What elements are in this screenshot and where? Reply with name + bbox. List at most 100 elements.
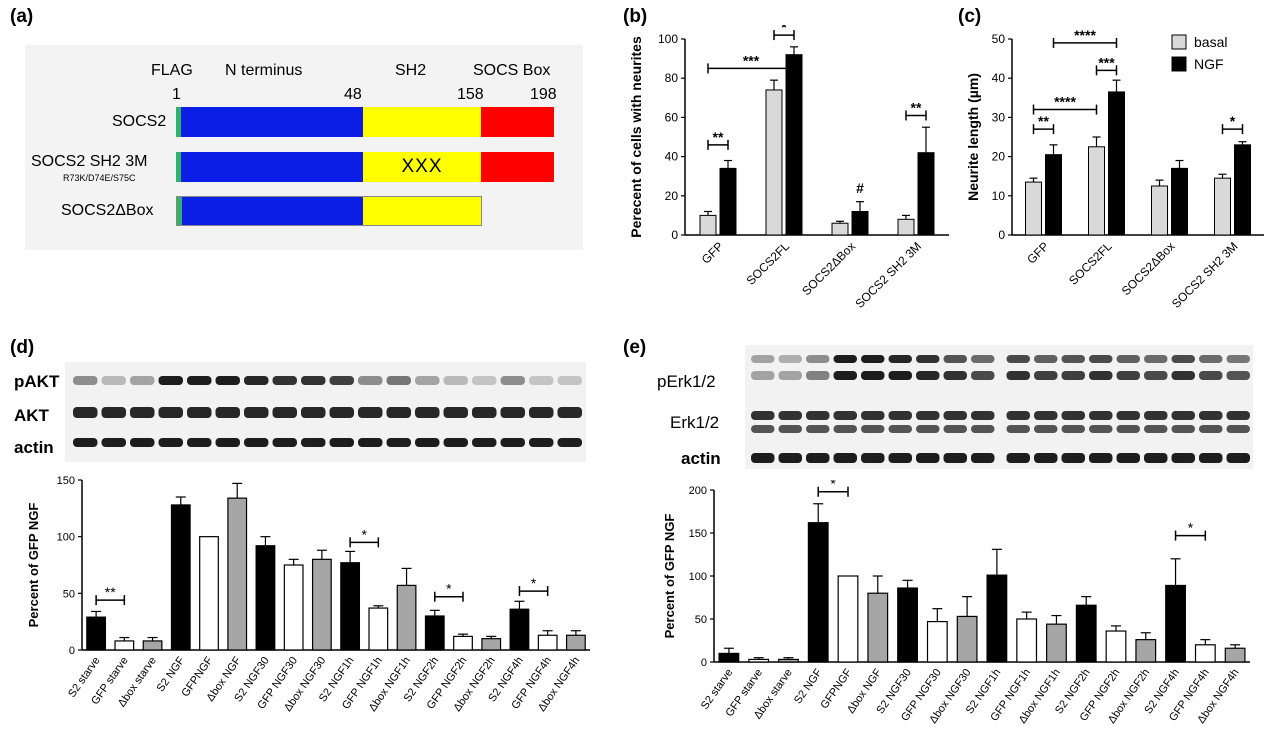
y-tick-label: 200	[689, 485, 707, 497]
n-terminus-label: N terminus	[225, 62, 303, 79]
blot-band	[130, 407, 155, 418]
bar-series0-3	[897, 218, 915, 236]
blot-band	[358, 407, 383, 418]
blot-band	[1171, 355, 1195, 363]
y-tick-label: 20	[665, 189, 679, 203]
blot-band	[888, 355, 912, 363]
flag-segment	[177, 197, 182, 225]
y-axis-label: Neurite length (µm)	[965, 73, 981, 201]
blot-band	[529, 376, 554, 385]
x-tick-label: GFP	[699, 239, 726, 266]
blot-band	[1144, 453, 1168, 463]
blot-band	[415, 438, 440, 447]
blot-band	[751, 371, 775, 380]
bar-17	[565, 634, 586, 651]
bar-3	[170, 504, 191, 651]
bar-15	[509, 608, 530, 651]
blot-band	[1226, 371, 1250, 380]
blot-band	[751, 411, 775, 420]
blot-band	[943, 453, 967, 463]
blot-band	[1089, 453, 1113, 463]
blot-band	[861, 453, 885, 463]
blot-band	[1116, 453, 1140, 463]
blot-band	[971, 425, 995, 433]
y-tick-label: 0	[671, 228, 678, 242]
bar-basal-3	[1214, 177, 1231, 236]
y-tick-label: 150	[57, 475, 75, 487]
blot-band	[971, 355, 995, 363]
blot-band	[833, 371, 857, 380]
y-axis-label: Perecent of cells with neurites	[628, 36, 644, 238]
blot-band	[1199, 453, 1223, 463]
western-blot-d	[65, 362, 586, 462]
legend-label-basal: basal	[1194, 34, 1227, 50]
significance-label: **	[1038, 113, 1049, 129]
blot-band	[806, 355, 830, 363]
blot-d-label-actin: actin	[14, 438, 54, 457]
blot-e-bands	[751, 355, 1250, 463]
blot-band	[158, 438, 183, 447]
position-198: 198	[530, 86, 557, 103]
sh2-segment-mutated: XXX	[363, 152, 481, 182]
blot-band	[500, 376, 525, 385]
blot-band	[358, 438, 383, 447]
blot-band	[1034, 425, 1058, 433]
construct-dbox-bar	[176, 196, 482, 226]
blot-band	[1226, 411, 1250, 420]
blot-band	[751, 453, 775, 463]
construct-socs2-label: SOCS2	[112, 113, 167, 130]
y-tick-label: 10	[992, 189, 1006, 203]
y-tick-label: 30	[992, 110, 1006, 124]
position-48: 48	[344, 86, 362, 103]
blot-band	[500, 407, 525, 418]
significance-label: **	[911, 99, 922, 115]
blot-band	[500, 438, 525, 447]
blot-band	[861, 411, 885, 420]
bar-6	[897, 587, 918, 663]
blot-band	[943, 371, 967, 380]
y-tick-label: 60	[665, 110, 679, 124]
blot-band	[1006, 411, 1030, 420]
significance-label: **	[105, 584, 116, 600]
blot-band	[1034, 453, 1058, 463]
blot-band	[1061, 425, 1085, 433]
blot-band	[329, 407, 354, 418]
bar-7	[926, 620, 948, 663]
bar-series1-0	[719, 167, 737, 236]
blot-band	[1006, 453, 1030, 463]
blot-band	[244, 376, 269, 385]
blot-band	[358, 376, 383, 385]
bar-13	[1105, 630, 1127, 663]
bar-9	[986, 574, 1008, 663]
blot-band	[1034, 355, 1058, 363]
blot-e-label-erk: Erk1/2	[670, 413, 720, 432]
y-tick-label: 150	[689, 528, 707, 540]
blot-band	[778, 371, 802, 380]
blot-band	[916, 425, 940, 433]
blot-band	[1226, 425, 1250, 433]
blot-band	[778, 355, 802, 363]
construct-sh2-3m-label: SOCS2 SH2 3M	[31, 153, 148, 170]
bar-1	[114, 640, 135, 651]
bar-16	[537, 634, 558, 651]
bar-15	[1165, 584, 1186, 663]
x-tick-label: SOCS2ΔBox	[1119, 239, 1178, 298]
blot-d-bands	[73, 376, 582, 447]
sh2-domain-label: SH2	[395, 62, 427, 79]
blot-band	[1116, 425, 1140, 433]
x-tick-label: SOCS2 SH2 3M	[1169, 239, 1241, 311]
blot-band	[778, 425, 802, 433]
sh2-segment	[363, 107, 481, 137]
blot-band	[916, 355, 940, 363]
blot-band	[888, 371, 912, 380]
blot-band	[386, 407, 411, 418]
blot-band	[916, 371, 940, 380]
significance-label: **	[713, 129, 724, 145]
blot-band	[386, 376, 411, 385]
bar-NGF-2	[1171, 167, 1188, 236]
y-tick-label: 80	[665, 71, 679, 85]
construct-dbox-label: SOCS2ΔBox	[61, 202, 154, 219]
bar-NGF-3	[1234, 144, 1251, 236]
bar-16	[1194, 644, 1216, 663]
construct-sh2-3m-bar: XXX	[176, 152, 554, 182]
